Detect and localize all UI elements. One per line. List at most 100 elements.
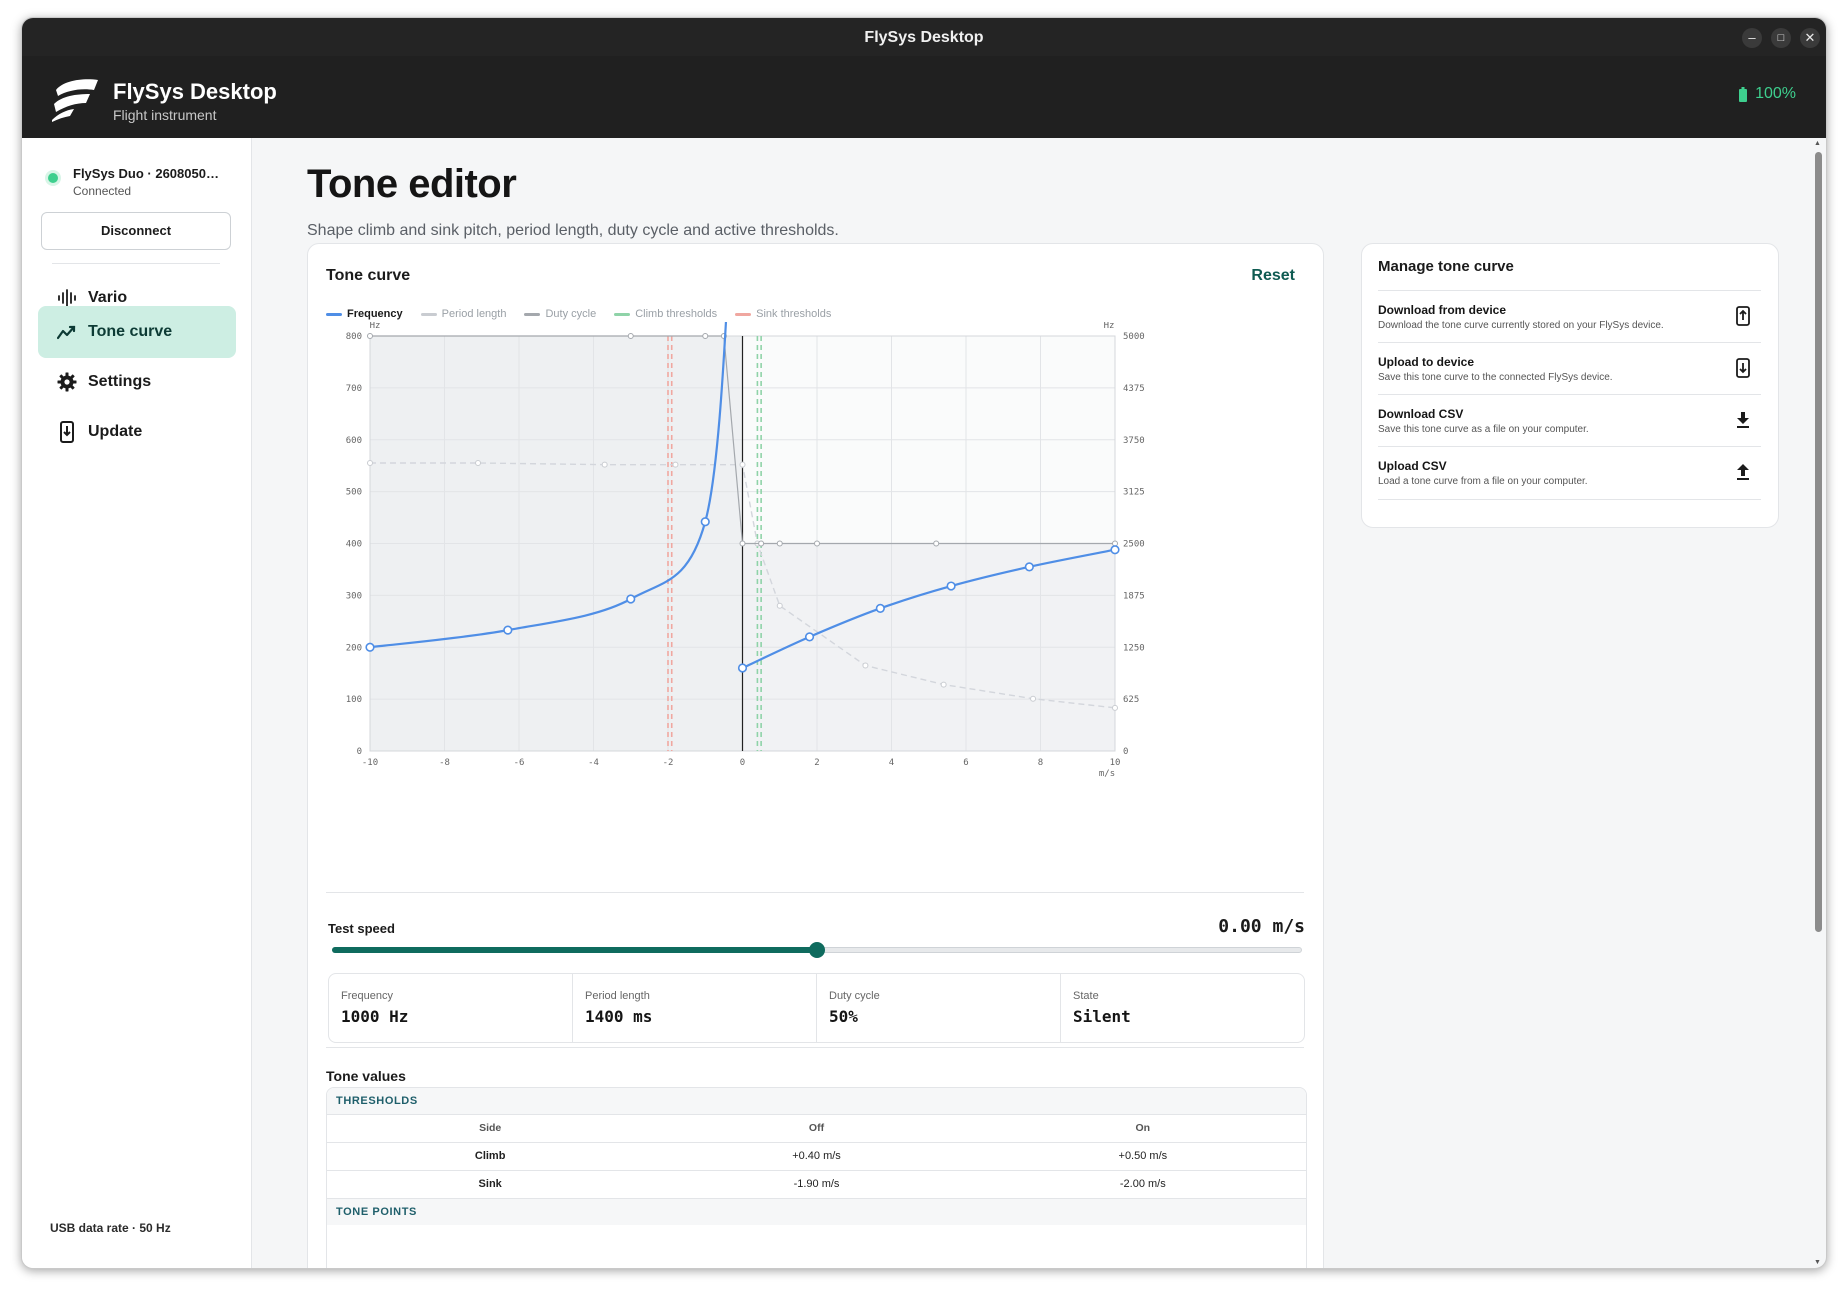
duty-cycle-point xyxy=(702,333,709,339)
period-length-point xyxy=(776,602,783,609)
frequency-point xyxy=(1110,545,1120,555)
device-upload-icon[interactable] xyxy=(1733,305,1753,327)
sidebar: FlySys Duo · 2608050… Connected Disconne… xyxy=(22,138,252,1268)
legend-item-sink-thresholds[interactable]: Sink thresholds xyxy=(735,308,831,320)
y-right-tick-label: 3750 xyxy=(1123,436,1145,446)
period-length-point xyxy=(672,461,679,468)
item-description: Load a tone curve from a file on your co… xyxy=(1378,476,1588,487)
y-left-tick-label: 100 xyxy=(346,695,362,705)
app-subtitle: Flight instrument xyxy=(113,107,217,123)
duty-cycle-point xyxy=(776,540,783,547)
period-length-point xyxy=(739,461,746,468)
x-tick-label: 0 xyxy=(740,758,745,768)
main-content: Tone editor Shape climb and sink pitch, … xyxy=(252,138,1812,1268)
period-length-point xyxy=(862,662,869,669)
stat-value: Silent xyxy=(1073,1007,1131,1026)
nav-item-update[interactable]: Update xyxy=(38,406,236,458)
y-right-tick-label: 3125 xyxy=(1123,488,1145,498)
item-description: Download the tone curve currently stored… xyxy=(1378,320,1664,331)
nav-item-settings[interactable]: Settings xyxy=(38,356,236,408)
close-button[interactable]: ✕ xyxy=(1800,28,1820,48)
legend-item-climb-thresholds[interactable]: Climb thresholds xyxy=(614,308,717,320)
scroll-down-arrow[interactable]: ▼ xyxy=(1814,1259,1821,1266)
cell-on[interactable]: -2.00 m/s xyxy=(1119,1178,1166,1190)
maximize-button[interactable]: □ xyxy=(1771,28,1791,48)
minimize-button[interactable]: – xyxy=(1742,28,1762,48)
stat-value: 1000 Hz xyxy=(341,1007,409,1026)
test-speed-value: 0.00 m/s xyxy=(1218,916,1305,937)
waveform-icon xyxy=(56,287,78,309)
upload-icon[interactable] xyxy=(1733,461,1753,483)
y-left-unit-label: Hz xyxy=(370,322,381,331)
cell-off[interactable]: +0.40 m/s xyxy=(792,1150,841,1162)
nav-item-tone-curve[interactable]: Tone curve xyxy=(38,306,236,358)
download-icon[interactable] xyxy=(1733,409,1753,431)
frequency-sink-line xyxy=(370,322,728,649)
tone-values-table: THRESHOLDS Side Off On Climb +0.40 m/s +… xyxy=(326,1087,1307,1268)
y-right-tick-label: 4375 xyxy=(1123,384,1145,394)
cell-side: Sink xyxy=(478,1178,502,1190)
reset-button[interactable]: Reset xyxy=(1251,267,1295,284)
duty-cycle-point xyxy=(758,540,765,547)
frequency-point xyxy=(365,642,375,652)
x-tick-label: -2 xyxy=(663,758,674,768)
item-description: Save this tone curve to the connected Fl… xyxy=(1378,372,1613,383)
upload-to-device-item[interactable]: Upload to device Save this tone curve to… xyxy=(1378,342,1761,395)
cell-off[interactable]: -1.90 m/s xyxy=(793,1178,840,1190)
title-bar: FlySys Desktop – □ ✕ xyxy=(22,18,1826,56)
frequency-point xyxy=(503,625,513,635)
period-length-point xyxy=(1030,695,1037,702)
frequency-point xyxy=(875,603,885,613)
stat-frequency: Frequency 1000 Hz xyxy=(329,974,573,1042)
period-length-point xyxy=(940,681,947,688)
y-left-tick-label: 0 xyxy=(357,747,362,757)
scrollbar-thumb[interactable] xyxy=(1815,152,1822,932)
y-left-tick-label: 700 xyxy=(346,384,362,394)
usb-data-rate: USB data rate · 50 Hz xyxy=(50,1221,171,1235)
cell-on[interactable]: +0.50 m/s xyxy=(1118,1150,1168,1162)
y-right-tick-label: 0 xyxy=(1123,747,1128,757)
y-right-tick-label: 625 xyxy=(1123,695,1139,705)
tone-points-section-header: TONE POINTS xyxy=(327,1199,1306,1225)
test-speed-slider[interactable] xyxy=(332,939,1302,961)
battery-level: 100% xyxy=(1755,85,1796,102)
duty-cycle-point xyxy=(367,333,373,339)
legend-item-frequency[interactable]: Frequency xyxy=(326,308,403,320)
disconnect-button[interactable]: Disconnect xyxy=(41,212,231,250)
frequency-point xyxy=(1024,562,1034,572)
app-name: FlySys Desktop xyxy=(113,79,277,104)
device-download-icon[interactable] xyxy=(1733,357,1753,379)
x-tick-label: -8 xyxy=(439,758,450,768)
y-left-tick-label: 400 xyxy=(346,540,362,550)
scrollbar[interactable]: ▲ ▼ xyxy=(1813,138,1823,1268)
tone-values-title: Tone values xyxy=(326,1068,406,1084)
legend-item-period-length[interactable]: Period length xyxy=(420,308,506,320)
flysys-logo-icon xyxy=(52,79,98,122)
upload-csv-item[interactable]: Upload CSV Load a tone curve from a file… xyxy=(1378,446,1761,500)
item-description: Save this tone curve as a file on your c… xyxy=(1378,424,1589,435)
device-status: Connected xyxy=(73,184,132,198)
y-right-tick-label: 1875 xyxy=(1123,591,1145,601)
scroll-up-arrow[interactable]: ▲ xyxy=(1814,140,1821,147)
download-from-device-item[interactable]: Download from device Download the tone c… xyxy=(1378,290,1761,343)
phone-download-icon xyxy=(56,421,78,443)
nav-item-vario[interactable]: Vario xyxy=(38,272,236,324)
y-right-unit-label: Hz xyxy=(1104,322,1115,331)
app-header: FlySys Desktop Flight instrument 100% xyxy=(22,56,1826,138)
tone-curve-chart[interactable]: -10 -8 -6 -4 -2 0 2 4 6 8 100100200300400500600700… xyxy=(308,322,1323,782)
nav-label-settings: Settings xyxy=(88,373,152,390)
x-tick-label: 2 xyxy=(814,758,819,768)
column-header-off: Off xyxy=(808,1122,825,1134)
x-unit-label: m/s xyxy=(1099,769,1115,779)
download-csv-item[interactable]: Download CSV Save this tone curve as a f… xyxy=(1378,394,1761,447)
cell-side: Climb xyxy=(474,1150,506,1162)
frequency-point xyxy=(737,663,748,673)
table-header-row: Side Off On xyxy=(327,1115,1306,1143)
battery-icon xyxy=(1739,86,1748,102)
slider-thumb[interactable] xyxy=(809,942,825,958)
y-left-tick-label: 200 xyxy=(346,643,362,653)
table-row: Climb +0.40 m/s +0.50 m/s xyxy=(327,1143,1306,1171)
device-name: FlySys Duo · 2608050… xyxy=(73,166,219,181)
legend-item-duty-cycle[interactable]: Duty cycle xyxy=(524,308,596,320)
manage-tone-curve-card: Manage tone curve Download from device D… xyxy=(1361,243,1779,528)
